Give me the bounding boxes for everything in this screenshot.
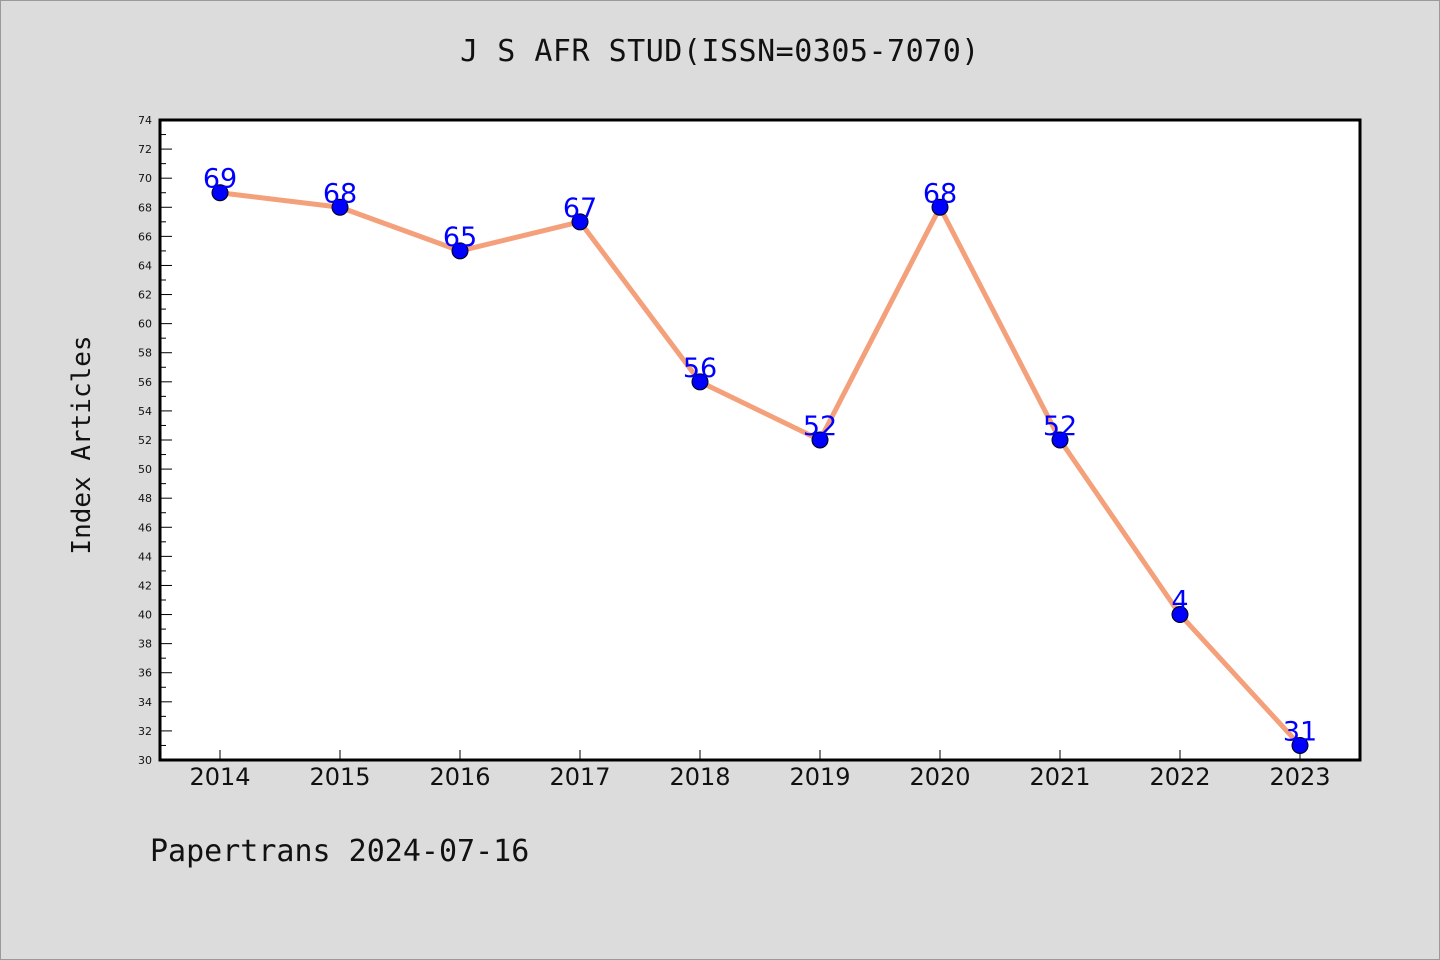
data-point	[451, 242, 469, 260]
data-point	[1051, 431, 1069, 449]
y-tick-label: 64	[138, 259, 152, 272]
data-label: 4	[1171, 586, 1188, 617]
y-tick-label: 48	[138, 492, 152, 505]
y-tick-label: 40	[138, 609, 152, 622]
footer-note: Papertrans 2024-07-16	[150, 834, 530, 869]
x-tick-label: 2022	[1149, 763, 1210, 791]
data-label: 68	[923, 178, 957, 209]
y-tick-label: 42	[138, 579, 152, 592]
data-point	[931, 198, 949, 216]
data-point	[1171, 606, 1189, 624]
x-tick-label: 2020	[909, 763, 970, 791]
y-tick-label: 50	[138, 463, 152, 476]
y-tick-label: 66	[138, 230, 152, 243]
y-tick-label: 38	[138, 638, 152, 651]
x-tick-label: 2021	[1029, 763, 1090, 791]
y-tick-label: 32	[138, 725, 152, 738]
y-tick-label: 36	[138, 667, 152, 680]
data-label: 67	[563, 193, 597, 224]
y-tick-label: 46	[138, 521, 152, 534]
y-tick-label: 44	[138, 550, 152, 563]
y-tick-label: 74	[138, 114, 152, 127]
data-label: 68	[323, 178, 357, 209]
data-point	[691, 373, 709, 391]
y-tick-label: 54	[138, 405, 152, 418]
x-tick-label: 2019	[789, 763, 850, 791]
y-tick-label: 62	[138, 289, 152, 302]
data-label: 31	[1283, 716, 1317, 747]
data-label: 52	[803, 411, 837, 442]
x-tick-label: 2018	[669, 763, 730, 791]
data-label: 52	[1043, 411, 1077, 442]
x-tick-label: 2023	[1269, 763, 1330, 791]
y-axis-label: Index Articles	[67, 335, 97, 554]
y-tick-label: 68	[138, 201, 152, 214]
x-tick-label: 2016	[429, 763, 490, 791]
y-tick-label: 56	[138, 376, 152, 389]
chart-title: J S AFR STUD(ISSN=0305-7070)	[460, 34, 980, 69]
data-point	[331, 198, 349, 216]
y-tick-label: 72	[138, 143, 152, 156]
y-tick-label: 70	[138, 172, 152, 185]
data-point	[811, 431, 829, 449]
series-line	[217, 190, 1303, 748]
x-tick-label: 2014	[189, 763, 250, 791]
y-tick-label: 30	[138, 754, 152, 767]
y-tick-label: 58	[138, 347, 152, 360]
data-label: 69	[203, 164, 237, 195]
y-tick-label: 60	[138, 318, 152, 331]
plot-area	[158, 118, 1362, 762]
data-point	[211, 184, 229, 202]
x-tick-label: 2015	[309, 763, 370, 791]
data-point	[1291, 736, 1309, 754]
y-tick-label: 52	[138, 434, 152, 447]
y-tick-label: 34	[138, 696, 152, 709]
data-label: 56	[683, 353, 717, 384]
data-point	[571, 213, 589, 231]
data-label: 65	[443, 222, 477, 253]
x-tick-label: 2017	[549, 763, 610, 791]
